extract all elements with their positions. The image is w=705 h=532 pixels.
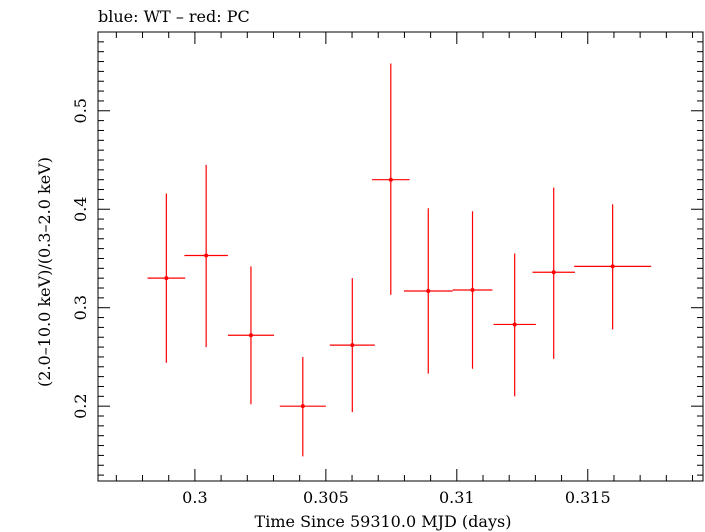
data-point bbox=[452, 211, 493, 369]
data-marks bbox=[147, 63, 652, 457]
y-axis-label: (2.0–10.0 keV)/(0.3–2.0 keV) bbox=[35, 157, 54, 387]
point-marker bbox=[204, 253, 209, 258]
point-marker bbox=[512, 322, 517, 327]
data-point bbox=[279, 356, 326, 457]
data-point bbox=[532, 187, 575, 359]
plot-frame bbox=[97, 31, 704, 482]
chart-title: blue: WT – red: PC bbox=[98, 7, 250, 26]
data-point bbox=[227, 266, 274, 405]
data-point bbox=[403, 208, 453, 374]
point-marker bbox=[164, 276, 169, 281]
x-tick-label: 0.3 bbox=[182, 488, 207, 507]
y-tick-label: 0.3 bbox=[71, 295, 90, 320]
y-tick-label: 0.2 bbox=[71, 393, 90, 418]
point-marker bbox=[388, 177, 393, 182]
x-tick-label: 0.305 bbox=[303, 488, 349, 507]
data-point bbox=[147, 193, 186, 363]
data-point bbox=[574, 204, 652, 330]
data-point bbox=[329, 278, 375, 413]
point-marker bbox=[350, 343, 355, 348]
data-point bbox=[371, 63, 410, 295]
data-point bbox=[184, 164, 228, 348]
y-tick-label: 0.5 bbox=[71, 98, 90, 123]
point-marker bbox=[470, 287, 475, 292]
point-marker bbox=[610, 264, 615, 269]
x-tick-label: 0.315 bbox=[565, 488, 611, 507]
point-marker bbox=[248, 333, 253, 338]
x-axis-label: Time Since 59310.0 MJD (days) bbox=[255, 512, 512, 531]
point-marker bbox=[551, 270, 556, 275]
axis-ticks: 0.3 0.305 0.31 0.315 0.2 0.3 0.4 0.5 bbox=[71, 32, 703, 507]
point-marker bbox=[300, 404, 305, 409]
point-marker bbox=[426, 288, 431, 293]
y-tick-label: 0.4 bbox=[71, 197, 90, 222]
x-tick-label: 0.31 bbox=[439, 488, 475, 507]
data-point bbox=[493, 253, 536, 397]
